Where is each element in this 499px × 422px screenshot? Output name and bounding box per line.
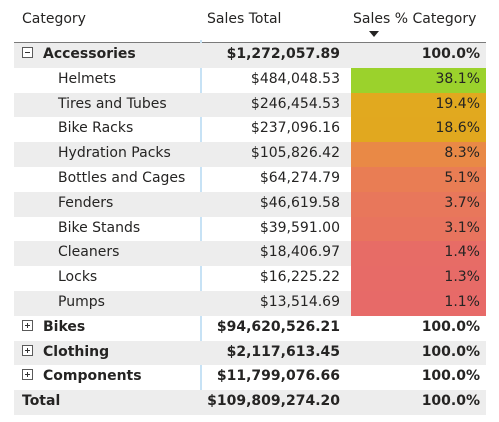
category-cell: Locks <box>58 269 97 285</box>
category-label: Hydration Packs <box>58 145 171 162</box>
table-row[interactable]: Bike Racks $237,096.16 18.6% <box>14 117 486 143</box>
category-label: Cleaners <box>58 244 120 261</box>
category-label: Total <box>22 393 61 410</box>
sales-pct-cell: 18.6% <box>351 117 486 143</box>
category-cell: Clothing <box>22 344 109 360</box>
sales-pct-cell: 100.0% <box>421 393 480 410</box>
sales-total-cell: $64,274.79 <box>259 169 340 186</box>
category-cell: Tires and Tubes <box>58 96 167 112</box>
sales-total-cell: $2,117,613.45 <box>226 343 340 360</box>
table-row[interactable]: Bike Stands $39,591.00 3.1% <box>14 216 486 242</box>
category-label: Helmets <box>58 70 117 87</box>
sales-total-cell: $1,272,057.89 <box>226 46 340 62</box>
table-row[interactable]: Hydration Packs $105,826.42 8.3% <box>14 142 486 167</box>
category-cell: Fenders <box>58 195 113 211</box>
category-cell: Pumps <box>58 294 105 310</box>
expand-icon[interactable] <box>22 319 33 331</box>
sales-pct-cell: 1.1% <box>351 290 486 316</box>
sales-pct-cell: 3.7% <box>351 191 486 217</box>
category-cell: Helmets <box>58 71 116 87</box>
category-label: Fenders <box>58 194 114 211</box>
sales-total-cell: $18,406.97 <box>259 244 340 261</box>
category-label: Bikes <box>43 318 86 335</box>
category-cell: Bike Stands <box>58 220 140 236</box>
table-row[interactable]: Helmets $484,048.53 38.1% <box>14 67 486 93</box>
sales-pct-cell: 100.0% <box>421 318 480 335</box>
table-row[interactable]: Components $11,799,076.66 100.0% <box>14 365 486 390</box>
sales-pct-cell: 100.0% <box>421 368 480 385</box>
sales-pct-cell: 38.1% <box>351 67 486 93</box>
category-cell: Cleaners <box>58 244 119 260</box>
sales-total-cell: $16,225.22 <box>259 269 340 286</box>
sales-pct-cell: 8.3% <box>351 142 486 167</box>
expand-icon[interactable] <box>22 344 33 356</box>
sales-total-cell: $94,620,526.21 <box>216 318 340 335</box>
category-cell: Bike Racks <box>58 120 133 136</box>
category-cell: Total <box>22 393 60 409</box>
table-row[interactable]: Clothing $2,117,613.45 100.0% <box>14 340 486 366</box>
sales-pct-cell: 100.0% <box>421 343 480 360</box>
table-row[interactable]: Bottles and Cages $64,274.79 5.1% <box>14 166 486 192</box>
category-label: Accessories <box>43 46 136 62</box>
category-label: Clothing <box>43 343 110 360</box>
table-body: Accessories $1,272,057.89 100.0% Helmets $48… <box>14 43 486 415</box>
table-row[interactable]: Accessories $1,272,057.89 100.0% <box>14 43 486 68</box>
category-label: Components <box>43 368 142 385</box>
sales-pct-cell: 1.4% <box>351 241 486 267</box>
table-row[interactable]: Total $109,809,274.20 100.0% <box>14 390 486 415</box>
table-row[interactable]: Bikes $94,620,526.21 100.0% <box>14 316 486 341</box>
header-sales-pct-category[interactable]: Sales % Category <box>353 11 477 27</box>
table-row[interactable]: Pumps $13,514.69 1.1% <box>14 290 486 316</box>
category-label: Tires and Tubes <box>58 95 167 112</box>
sales-pct-cell: 19.4% <box>351 92 486 118</box>
sales-total-cell: $484,048.53 <box>250 70 340 87</box>
sales-total-cell: $46,619.58 <box>259 194 340 211</box>
header-sales-total[interactable]: Sales Total <box>207 11 282 27</box>
category-cell: Components <box>22 368 142 384</box>
table-row[interactable]: Locks $16,225.22 1.3% <box>14 266 486 291</box>
header-category[interactable]: Category <box>22 11 86 27</box>
category-cell: Bikes <box>22 319 85 335</box>
sales-pct-cell: 1.3% <box>351 266 486 291</box>
table-row[interactable]: Fenders $46,619.58 3.7% <box>14 191 486 217</box>
sort-descending-icon[interactable] <box>369 31 379 37</box>
category-label: Bottles and Cages <box>58 169 186 186</box>
category-label: Bike Stands <box>58 219 141 236</box>
category-label: Locks <box>58 269 98 286</box>
sales-total-cell: $11,799,076.66 <box>216 368 340 385</box>
sales-total-cell: $109,809,274.20 <box>207 393 340 410</box>
category-cell: Hydration Packs <box>58 145 171 161</box>
sales-pct-cell: 100.0% <box>421 46 480 62</box>
expand-icon[interactable] <box>22 369 33 381</box>
sales-total-cell: $105,826.42 <box>250 145 340 162</box>
sales-pct-cell: 3.1% <box>351 216 486 242</box>
sales-total-cell: $246,454.53 <box>250 95 340 112</box>
sales-total-cell: $13,514.69 <box>259 293 340 310</box>
table-row[interactable]: Cleaners $18,406.97 1.4% <box>14 241 486 267</box>
collapse-icon[interactable] <box>22 47 33 58</box>
table-row[interactable]: Tires and Tubes $246,454.53 19.4% <box>14 92 486 118</box>
header-row: Category Sales Total Sales % Category <box>14 6 486 43</box>
sales-pct-cell: 5.1% <box>351 166 486 192</box>
sales-total-cell: $237,096.16 <box>250 120 340 137</box>
matrix-table: Category Sales Total Sales % Category Ac… <box>14 6 486 415</box>
sales-total-cell: $39,591.00 <box>259 219 340 236</box>
category-cell: Accessories <box>22 46 136 62</box>
category-cell: Bottles and Cages <box>58 170 185 186</box>
category-label: Bike Racks <box>58 120 134 137</box>
category-label: Pumps <box>58 293 105 310</box>
column-divider <box>200 40 202 414</box>
